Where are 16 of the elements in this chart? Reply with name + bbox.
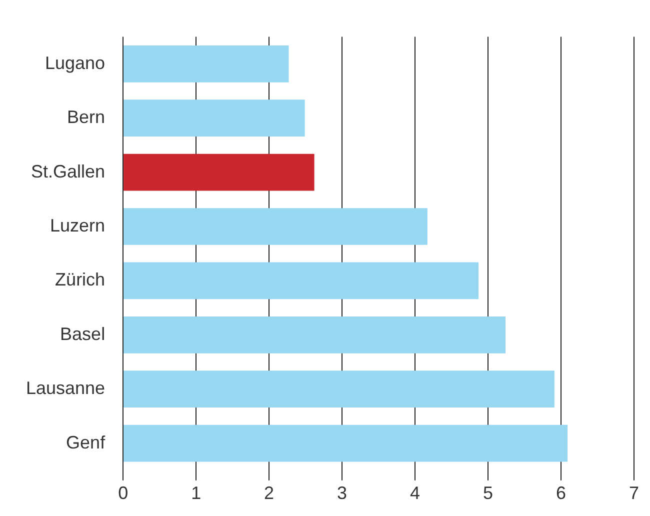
- y-tick-label: Zürich: [55, 270, 106, 290]
- x-tick-label: 7: [628, 483, 639, 504]
- x-tick-label: 1: [191, 483, 202, 504]
- y-tick-label: Lugano: [44, 52, 106, 73]
- x-tick-label: 6: [556, 483, 566, 504]
- x-tick-label: 0: [118, 483, 128, 504]
- y-tick-label: Luzern: [50, 215, 106, 236]
- y-tick-label: Lausanne: [26, 378, 106, 398]
- y-tick-label: Genf: [66, 432, 106, 452]
- y-tick-label: St.Gallen: [31, 161, 106, 182]
- y-tick-label: Basel: [60, 324, 106, 344]
- y-tick-label: Bern: [67, 107, 106, 128]
- x-tick-label: 2: [264, 483, 274, 504]
- x-tick-label: 3: [337, 483, 348, 504]
- x-tick-label: 5: [483, 483, 494, 504]
- x-tick-label: 4: [410, 483, 420, 504]
